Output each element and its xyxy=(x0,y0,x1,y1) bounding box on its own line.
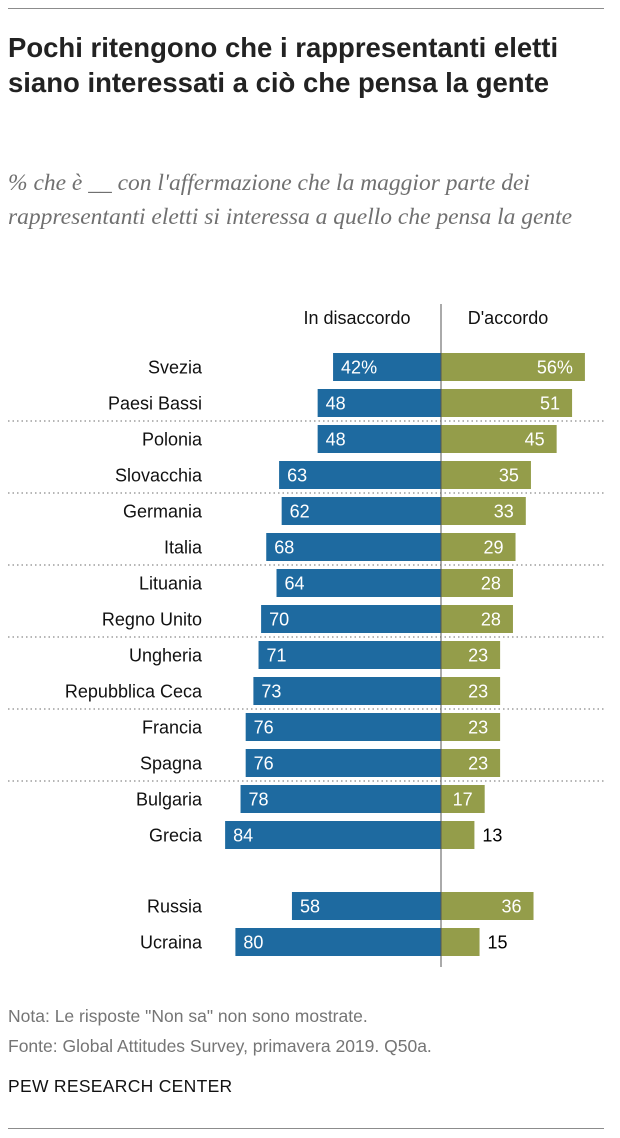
bar-agree xyxy=(441,641,501,669)
category-label: Slovacchia xyxy=(115,466,203,486)
bar-disagree xyxy=(279,461,441,489)
category-label: Grecia xyxy=(149,826,203,846)
value-label-disagree: 42% xyxy=(341,358,377,378)
value-label-agree: 15 xyxy=(488,933,508,953)
category-label: Svezia xyxy=(148,358,203,378)
chart-title: Pochi ritengono che i rappresentanti ele… xyxy=(8,32,559,98)
category-label: Lituania xyxy=(139,574,203,594)
category-label: Spagna xyxy=(140,754,203,774)
value-label-disagree: 70 xyxy=(269,610,289,630)
bar-agree xyxy=(441,533,516,561)
bar-disagree xyxy=(240,785,441,813)
bar-disagree xyxy=(276,569,441,597)
bar-agree xyxy=(441,821,475,849)
bar-agree xyxy=(441,353,585,381)
bar-agree xyxy=(441,749,501,777)
bar-disagree xyxy=(317,425,441,453)
value-label-agree: 33 xyxy=(494,502,514,522)
value-label-disagree: 80 xyxy=(243,933,263,953)
bar-disagree xyxy=(235,928,441,956)
bar-agree xyxy=(441,497,526,525)
value-label-disagree: 64 xyxy=(285,574,305,594)
diverging-bar-chart: In disaccordo D'accordo Svezia 42% 56% Paesi … xyxy=(8,304,604,967)
bar-disagree xyxy=(258,641,441,669)
value-label-agree: 23 xyxy=(468,718,488,738)
bar-agree xyxy=(441,713,501,741)
value-label-agree: 23 xyxy=(468,646,488,666)
bar-disagree xyxy=(253,677,441,705)
bar-agree xyxy=(441,425,557,453)
bar-agree xyxy=(441,569,513,597)
value-label-disagree: 58 xyxy=(300,897,320,917)
value-label-agree: 28 xyxy=(481,574,501,594)
value-label-agree: 35 xyxy=(499,466,519,486)
bar-disagree xyxy=(266,533,441,561)
bar-disagree xyxy=(225,821,441,849)
category-label: Russia xyxy=(147,897,203,917)
category-label: Ungheria xyxy=(129,646,203,666)
value-label-disagree: 68 xyxy=(274,538,294,558)
value-label-agree: 51 xyxy=(540,394,560,414)
bar-disagree xyxy=(333,353,441,381)
top-rule xyxy=(8,8,604,9)
bar-agree xyxy=(441,461,531,489)
value-label-agree: 23 xyxy=(468,754,488,774)
legend-disagree: In disaccordo xyxy=(303,308,410,328)
value-label-disagree: 63 xyxy=(287,466,307,486)
bar-disagree xyxy=(291,892,441,920)
bar-disagree xyxy=(317,389,441,417)
bar-agree xyxy=(441,928,480,956)
bar-disagree xyxy=(245,749,441,777)
organization-name: PEW RESEARCH CENTER xyxy=(8,1076,233,1096)
bottom-rule xyxy=(8,1128,604,1129)
category-label: Bulgaria xyxy=(136,790,203,810)
bar-agree xyxy=(441,785,485,813)
bar-agree xyxy=(441,389,573,417)
category-label: Repubblica Ceca xyxy=(65,682,203,702)
value-label-disagree: 84 xyxy=(233,826,253,846)
bar-agree xyxy=(441,605,513,633)
value-label-disagree: 48 xyxy=(326,430,346,450)
value-label-disagree: 76 xyxy=(254,718,274,738)
value-label-disagree: 76 xyxy=(254,754,274,774)
category-label: Italia xyxy=(164,538,203,558)
category-label: Germania xyxy=(123,502,203,522)
chart-source: Fonte: Global Attitudes Survey, primaver… xyxy=(8,1036,432,1056)
value-label-agree: 17 xyxy=(453,790,473,810)
value-label-agree: 13 xyxy=(482,826,502,846)
legend-agree: D'accordo xyxy=(468,308,548,328)
value-label-agree: 45 xyxy=(525,430,545,450)
chart-subtitle: % che è __ con l'affermazione che la mag… xyxy=(8,170,573,230)
value-label-disagree: 48 xyxy=(326,394,346,414)
value-label-agree: 23 xyxy=(468,682,488,702)
category-label: Polonia xyxy=(142,430,203,450)
value-label-disagree: 73 xyxy=(261,682,281,702)
value-label-agree: 56% xyxy=(537,358,573,378)
value-label-disagree: 62 xyxy=(290,502,310,522)
value-label-disagree: 78 xyxy=(249,790,269,810)
value-label-agree: 28 xyxy=(481,610,501,630)
bar-agree xyxy=(441,677,501,705)
bar-disagree xyxy=(281,497,441,525)
category-label: Paesi Bassi xyxy=(108,394,202,414)
bar-agree xyxy=(441,892,534,920)
bar-disagree xyxy=(245,713,441,741)
chart-note: Nota: Le risposte "Non sa" non sono most… xyxy=(8,1006,368,1026)
value-label-agree: 29 xyxy=(483,538,503,558)
category-label: Ucraina xyxy=(140,933,203,953)
bar-disagree xyxy=(261,605,441,633)
value-label-disagree: 71 xyxy=(267,646,287,666)
category-label: Regno Unito xyxy=(102,610,202,630)
value-label-agree: 36 xyxy=(501,897,521,917)
category-label: Francia xyxy=(142,718,203,738)
